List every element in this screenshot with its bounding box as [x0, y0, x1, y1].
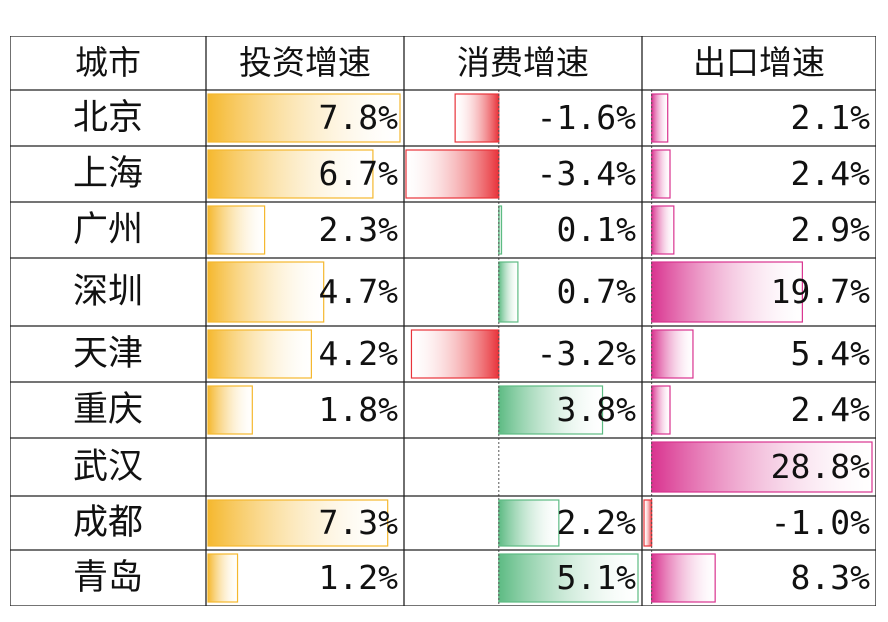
table-grid [10, 36, 876, 606]
value-label: 4.2% [318, 334, 398, 373]
city-label: 重庆 [72, 390, 143, 430]
bar-3-武汉 [651, 441, 873, 493]
value-label: 5.1% [556, 558, 636, 597]
value-label: 2.2% [556, 503, 636, 542]
value-label: -3.2% [536, 334, 636, 373]
city-label: 成都 [72, 503, 143, 543]
value-label: 1.8% [318, 390, 398, 429]
value-label: 5.4% [790, 334, 870, 373]
city-label: 深圳 [72, 272, 143, 312]
value-label: 0.7% [556, 272, 636, 311]
value-label: 2.9% [790, 210, 870, 249]
bar-3-天津 [651, 329, 694, 379]
bar-2-重庆 [498, 385, 604, 435]
value-label: 2.4% [790, 154, 870, 193]
column-header: 消费增速 [457, 43, 589, 82]
value-label: 0.1% [556, 210, 636, 249]
data-bar-table: 城市 投资增速 消费增速 出口增速北京 7.8% -1.6% 2.1% 上海 6.7% -3.4%… [10, 36, 876, 606]
bar-1-重庆 [207, 385, 253, 435]
value-label: 2.3% [318, 210, 398, 249]
city-label: 广州 [72, 210, 143, 250]
bar-1-广州 [207, 205, 266, 255]
value-label: 28.8% [770, 447, 870, 486]
value-label: 7.8% [318, 98, 398, 137]
city-label: 上海 [72, 154, 143, 194]
value-label: 4.7% [318, 272, 398, 311]
value-label: 2.4% [790, 390, 870, 429]
bar-1-上海 [207, 149, 374, 199]
bar-1-青岛 [207, 553, 239, 603]
value-label: 8.3% [790, 558, 870, 597]
bar-2-天津 [410, 329, 500, 379]
bar-1-天津 [207, 329, 312, 379]
value-label: 2.1% [790, 98, 870, 137]
value-label: 19.7% [770, 272, 870, 311]
value-label: 3.8% [556, 390, 636, 429]
value-label: 6.7% [318, 154, 398, 193]
column-header: 投资增速 [239, 43, 371, 82]
bar-2-北京 [454, 93, 500, 143]
bar-3-青岛 [651, 553, 716, 603]
value-label [408, 438, 636, 496]
value-label: -1.0% [770, 503, 870, 542]
bar-2-成都 [498, 499, 560, 547]
value-label: 7.3% [318, 503, 398, 542]
bar-3-深圳 [651, 261, 803, 323]
column-header: 出口增速 [693, 43, 825, 82]
city-label: 天津 [72, 334, 143, 374]
bar-1-深圳 [207, 261, 325, 323]
city-label: 青岛 [72, 558, 143, 598]
bar-1-成都 [207, 499, 389, 547]
bar-1-北京 [207, 93, 401, 143]
value-label: -3.4% [536, 154, 636, 193]
column-header: 城市 [75, 43, 141, 82]
value-label: -1.6% [536, 98, 636, 137]
bar-2-上海 [405, 149, 500, 199]
city-label: 武汉 [72, 447, 143, 487]
city-label: 北京 [72, 98, 143, 138]
value-label [210, 438, 398, 496]
value-label: 1.2% [318, 558, 398, 597]
